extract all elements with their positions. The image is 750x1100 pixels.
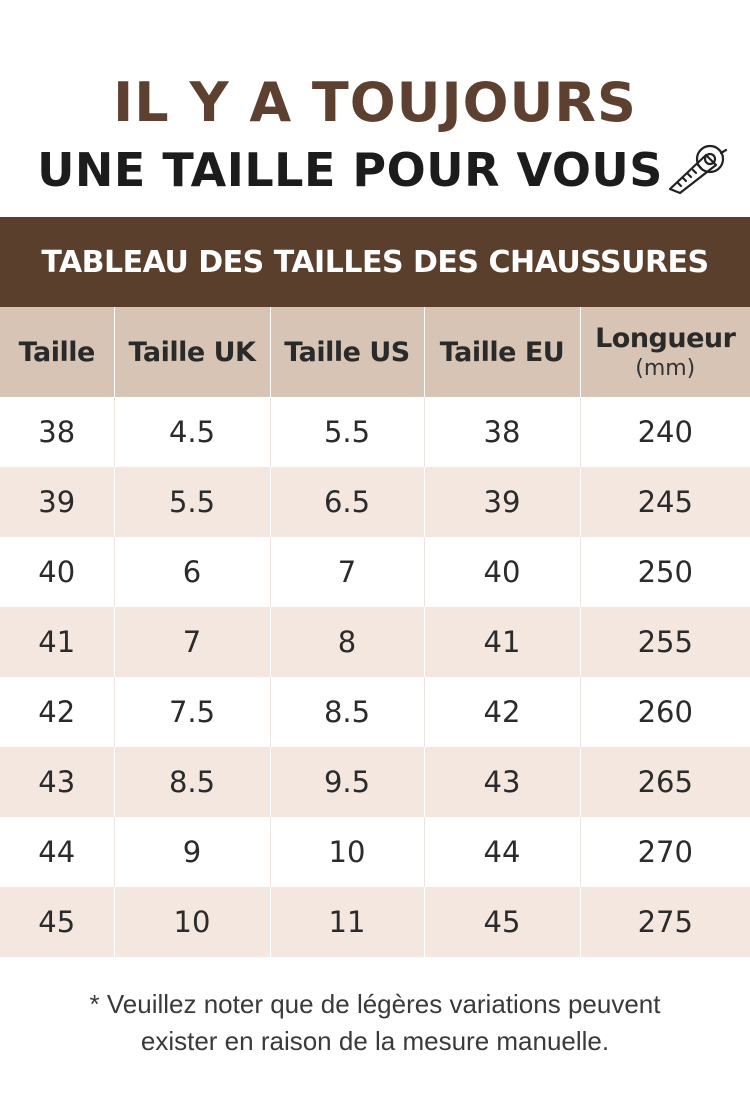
table-row: 39 5.5 6.5 39 245 [0, 467, 750, 537]
column-header-eu: Taille EU [424, 307, 581, 397]
table-cell: 45 [0, 887, 115, 957]
table-row: 40 6 7 40 250 [0, 537, 750, 607]
column-header-us: Taille US [270, 307, 425, 397]
column-header-longueur-label: Longueur [595, 323, 736, 354]
column-header-unit: (mm) [635, 356, 696, 381]
table-cell: 7.5 [114, 677, 271, 747]
table-cell: 42 [0, 677, 115, 747]
table-cell: 43 [424, 747, 581, 817]
column-header-uk: Taille UK [114, 307, 271, 397]
table-cell: 6.5 [270, 467, 425, 537]
table-cell: 240 [637, 415, 693, 449]
table-row: 44 9 10 44 270 [0, 817, 750, 887]
table-cell: 255 [637, 625, 693, 659]
table-cell: 250 [637, 555, 693, 589]
table-header-row: Taille Taille UK Taille US Taille EU Lon… [0, 307, 750, 397]
table-cell: 5.5 [114, 467, 271, 537]
table-cell: 10 [270, 817, 425, 887]
footnote: * Veuillez noter que de légères variatio… [0, 986, 750, 1060]
table-cell: 4.5 [114, 397, 271, 467]
footnote-line-2: exister en raison de la mesure manuelle. [140, 1026, 610, 1056]
table-cell: 10 [114, 887, 271, 957]
table-cell: 43 [0, 747, 115, 817]
table-cell: 11 [270, 887, 425, 957]
table-cell: 44 [0, 817, 115, 887]
table-cell: 7 [270, 537, 425, 607]
table-cell: 45 [424, 887, 581, 957]
table-cell: 260 [637, 695, 693, 729]
chart-title: TABLEAU DES TAILLES DES CHAUSSURES [41, 244, 709, 280]
table-cell: 9 [114, 817, 271, 887]
table-cell: 40 [0, 537, 115, 607]
chart-title-banner: TABLEAU DES TAILLES DES CHAUSSURES [0, 217, 750, 307]
measuring-tape-icon [668, 144, 728, 195]
table-cell: 42 [424, 677, 581, 747]
table-cell: 275 [637, 905, 693, 939]
table-cell: 40 [424, 537, 581, 607]
table-body: 38 4.5 5.5 38 240 39 5.5 6.5 39 245 40 6 7 40 250 41 7 8 4… [0, 397, 750, 957]
table-cell: 41 [424, 607, 581, 677]
table-cell: 6 [114, 537, 271, 607]
table-cell: 8.5 [114, 747, 271, 817]
table-cell: 9.5 [270, 747, 425, 817]
table-row: 41 7 8 41 255 [0, 607, 750, 677]
table-cell: 245 [637, 485, 693, 519]
table-row: 43 8.5 9.5 43 265 [0, 747, 750, 817]
table-cell: 38 [0, 397, 115, 467]
table-cell: 39 [0, 467, 115, 537]
table-cell: 41 [0, 607, 115, 677]
table-cell: 270 [637, 835, 693, 869]
table-row: 45 10 11 45 275 [0, 887, 750, 957]
headline-line-2: UNE TAILLE POUR VOUS [37, 143, 663, 197]
column-header-taille: Taille [0, 307, 115, 397]
table-cell: 44 [424, 817, 581, 887]
table-cell: 8.5 [270, 677, 425, 747]
table-row: 38 4.5 5.5 38 240 [0, 397, 750, 467]
footnote-line-1: * Veuillez noter que de légères variatio… [89, 989, 661, 1019]
table-cell: 39 [424, 467, 581, 537]
table-cell: 38 [424, 397, 581, 467]
column-header-longueur: Longueur (mm) [580, 307, 750, 397]
table-cell: 5.5 [270, 397, 425, 467]
table-cell: 8 [270, 607, 425, 677]
table-row: 42 7.5 8.5 42 260 [0, 677, 750, 747]
headline-line-1: IL Y A TOUJOURS [113, 71, 637, 134]
size-table: Taille Taille UK Taille US Taille EU Lon… [0, 307, 750, 957]
table-cell: 265 [637, 765, 693, 799]
table-cell: 7 [114, 607, 271, 677]
